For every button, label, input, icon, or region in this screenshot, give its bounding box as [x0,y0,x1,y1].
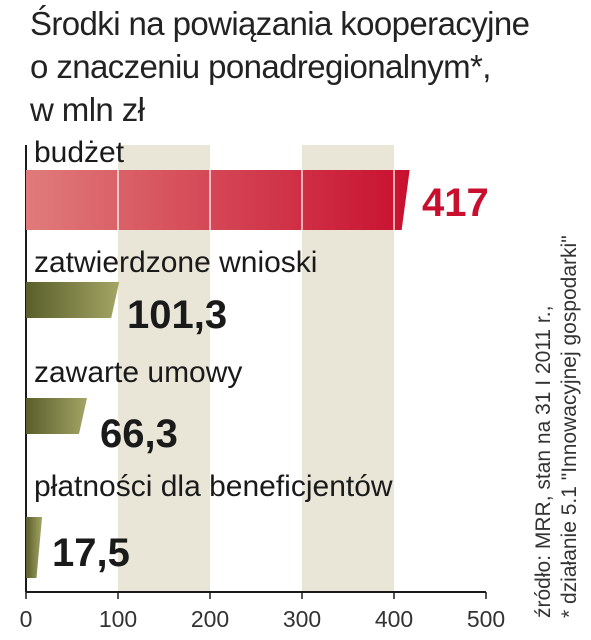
x-tick-label: 200 [191,606,229,632]
chart-title-line-1: Środki na powiązania kooperacyjne [30,5,530,42]
source-line: źródło: MRR, stan na 31 I 2011 r., [532,305,555,618]
value-label: 101,3 [127,293,227,337]
chart-title-line-2: o znaczeniu ponadregionalnym*, [30,48,491,85]
bar [26,398,87,434]
source-note: źródło: MRR, stan na 31 I 2011 r., * dzi… [531,98,591,618]
x-tick-label: 100 [99,606,137,632]
x-tick-label: 400 [375,606,413,632]
value-label: 417 [422,181,489,225]
category-label: budżet [34,136,125,169]
bar [26,517,43,578]
bar [26,282,120,318]
category-label: zawarte umowy [34,356,242,389]
chart-title-line-3: w mln zł [30,91,145,128]
x-tick-label: 300 [283,606,321,632]
category-label: płatności dla beneficjentów [34,470,393,503]
category-label: zatwierdzone wnioski [34,246,317,279]
chart-title: Środki na powiązania kooperacyjne o znac… [30,2,570,131]
value-label: 66,3 [100,412,178,456]
bar [26,170,410,230]
value-label: 17,5 [52,531,130,575]
x-tick-label: 500 [467,606,505,632]
footnote-line: * działanie 5.1 "Innowacyjnej gospodarki… [558,235,581,618]
x-tick-label: 0 [20,606,33,632]
